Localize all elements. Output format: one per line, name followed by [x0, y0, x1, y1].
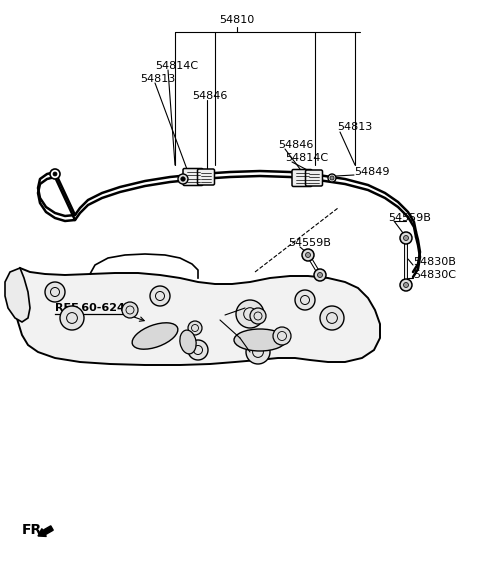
Text: 54814C: 54814C: [285, 153, 328, 163]
Ellipse shape: [234, 329, 286, 351]
Circle shape: [250, 308, 266, 324]
Text: FR.: FR.: [22, 523, 48, 537]
FancyBboxPatch shape: [183, 169, 203, 185]
FancyArrow shape: [38, 526, 53, 537]
Circle shape: [317, 272, 323, 277]
Text: 54813: 54813: [140, 74, 175, 84]
Circle shape: [178, 174, 188, 184]
Text: 54849: 54849: [354, 167, 389, 177]
Circle shape: [404, 283, 408, 288]
Text: 54830B: 54830B: [413, 257, 456, 267]
Circle shape: [236, 300, 264, 328]
Circle shape: [122, 302, 138, 318]
Circle shape: [273, 327, 291, 345]
Circle shape: [400, 279, 412, 291]
Circle shape: [302, 249, 314, 261]
FancyBboxPatch shape: [305, 170, 323, 186]
Polygon shape: [5, 268, 30, 322]
Circle shape: [50, 169, 60, 179]
Ellipse shape: [132, 323, 178, 349]
Circle shape: [150, 286, 170, 306]
Text: 54559B: 54559B: [288, 238, 331, 248]
Circle shape: [400, 232, 412, 244]
Text: REF.60-624: REF.60-624: [55, 303, 125, 313]
Text: 54846: 54846: [278, 140, 313, 150]
FancyBboxPatch shape: [292, 169, 312, 186]
Circle shape: [330, 176, 334, 180]
Text: 54810: 54810: [219, 15, 254, 25]
Circle shape: [188, 321, 202, 335]
Circle shape: [328, 174, 336, 182]
Circle shape: [188, 340, 208, 360]
Text: 54814C: 54814C: [155, 61, 198, 71]
Circle shape: [53, 172, 57, 176]
Circle shape: [404, 236, 408, 240]
Circle shape: [60, 306, 84, 330]
Polygon shape: [12, 268, 380, 365]
Circle shape: [314, 269, 326, 281]
Circle shape: [246, 340, 270, 364]
Circle shape: [305, 252, 311, 257]
Text: 54813: 54813: [337, 122, 372, 132]
Text: 54830C: 54830C: [413, 270, 456, 280]
Text: 54559B: 54559B: [388, 213, 431, 223]
Circle shape: [181, 177, 185, 181]
Ellipse shape: [180, 330, 196, 354]
Circle shape: [45, 282, 65, 302]
Circle shape: [320, 306, 344, 330]
FancyBboxPatch shape: [197, 169, 215, 185]
Text: 54846: 54846: [192, 91, 228, 101]
Circle shape: [295, 290, 315, 310]
